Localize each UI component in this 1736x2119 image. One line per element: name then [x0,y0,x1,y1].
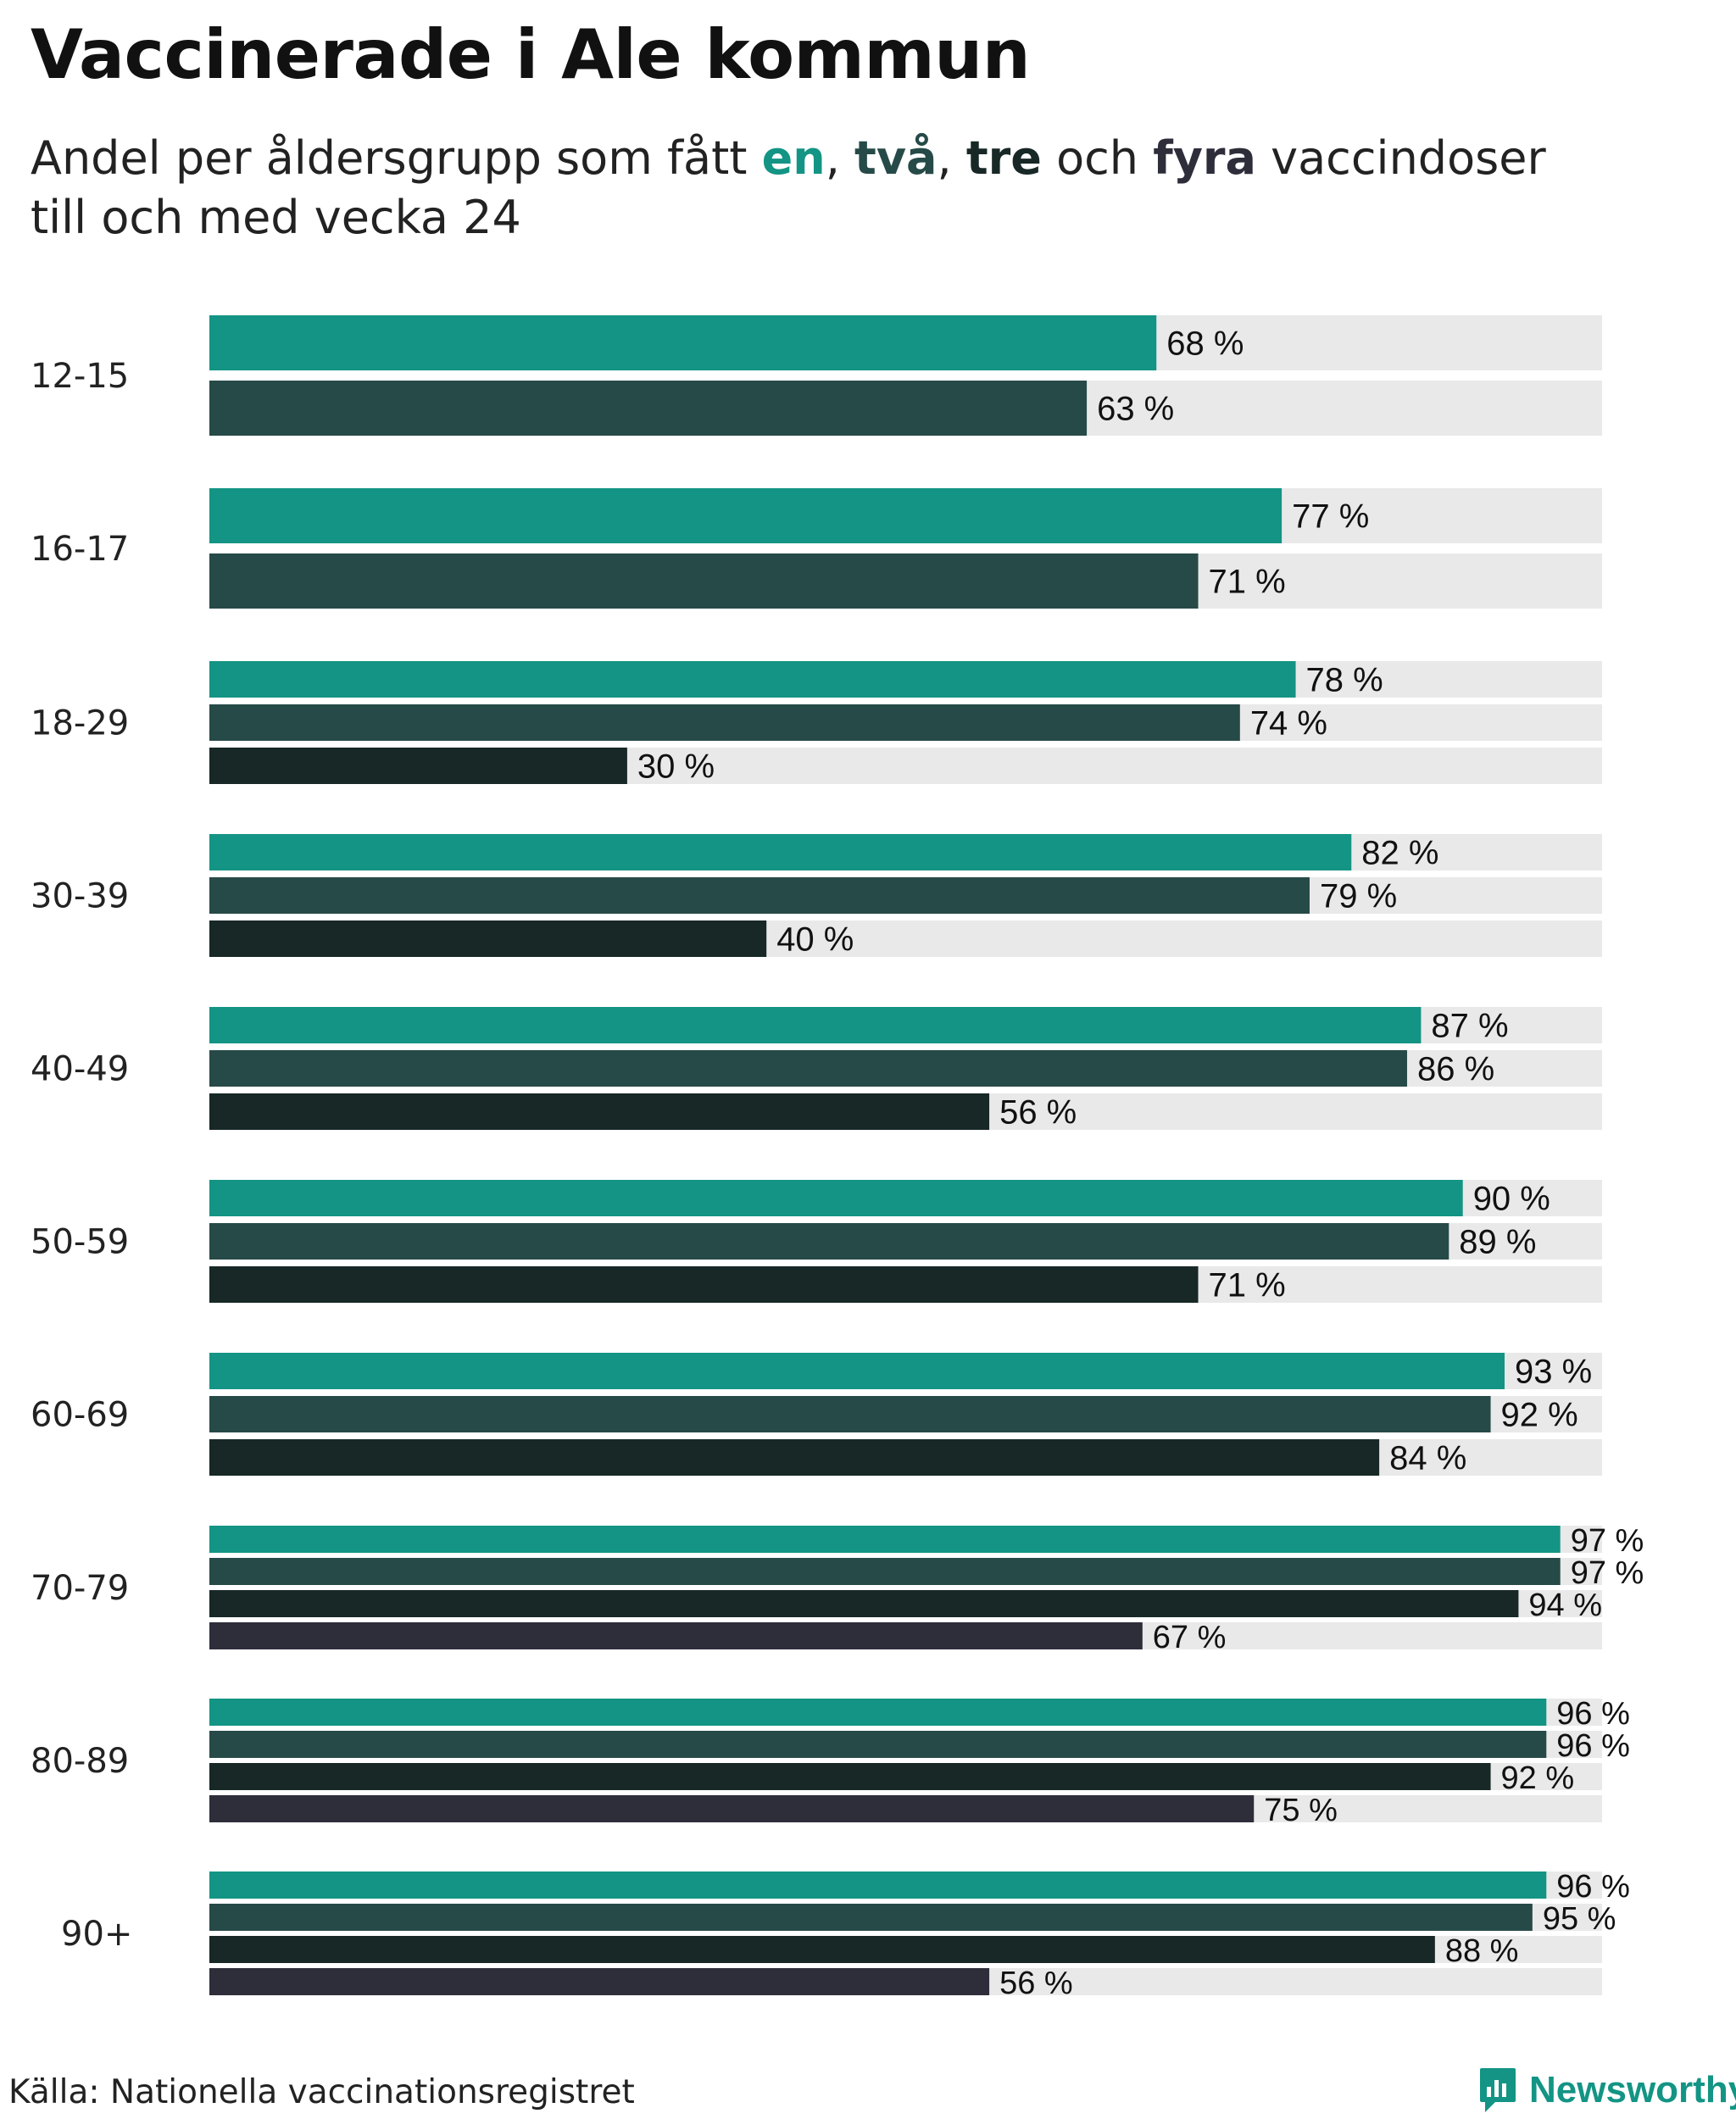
brand-logo: Newsworthy [1478,2066,1736,2114]
category-label: 12-15 [31,357,129,396]
bar-dose-två [209,704,1240,741]
category-label: 40-49 [31,1050,129,1089]
value-label: 95 % [1543,1901,1616,1937]
subtitle-dose-tre: tre [965,131,1042,185]
bar-dose-en [209,1699,1547,1726]
newsworthy-logo-icon [1480,2068,1516,2112]
category-label: 30-39 [31,877,129,916]
bar-dose-två [209,1396,1491,1432]
bar-dose-en [209,661,1296,698]
bar-dose-tre [209,1093,990,1130]
value-label: 90 % [1473,1181,1550,1218]
value-label: 88 % [1445,1933,1519,1969]
value-label: 87 % [1431,1008,1508,1045]
bar-dose-två [209,381,1088,436]
source-note: Källa: Nationella vaccinationsregistret [8,2073,635,2111]
subtitle-sep-1: , [825,131,855,185]
value-label: 74 % [1250,705,1327,742]
subtitle-dose-tva: två [854,131,938,185]
category-label: 80-89 [31,1742,129,1781]
value-label: 63 % [1097,391,1174,428]
bar-dose-en [209,488,1283,543]
bar-dose-en [209,1353,1505,1389]
value-label: 68 % [1166,325,1244,363]
value-label: 30 % [637,748,715,786]
value-label: 89 % [1459,1224,1536,1261]
bar-dose-tre [209,1936,1435,1963]
value-label: 67 % [1153,1620,1227,1655]
subtitle-prefix: Andel per åldersgrupp som fått [31,131,762,185]
bar-dose-en [209,1526,1561,1553]
bar-dose-två [209,1050,1407,1087]
category-label: 70-79 [31,1569,129,1608]
subtitle-line-2: till och med vecka 24 [31,191,521,244]
chart-title: Vaccinerade i Ale kommun [31,15,1031,94]
value-label: 56 % [999,1966,1073,2001]
subtitle-suffix: vaccindoser [1255,131,1546,185]
value-label: 84 % [1389,1440,1466,1477]
chart-subtitle: Andel per åldersgrupp som fått en, två, … [31,129,1641,247]
bar-dose-fyra [209,1795,1255,1822]
value-label: 93 % [1515,1354,1592,1391]
bar-dose-tre [209,1763,1491,1790]
value-label: 96 % [1556,1869,1630,1905]
subtitle-sep-2: , [937,131,966,185]
value-label: 71 % [1209,564,1286,601]
bar-dose-tre [209,920,767,957]
bar-dose-två [209,877,1310,914]
bar-dose-en [209,834,1352,870]
value-label: 77 % [1292,498,1369,536]
bar-dose-två [209,1731,1547,1758]
value-label: 86 % [1417,1051,1494,1088]
bar-dose-en [209,1007,1422,1043]
bar-dose-två [209,1558,1561,1585]
bar-dose-fyra [209,1968,990,1995]
value-label: 92 % [1501,1397,1578,1434]
value-label: 56 % [999,1094,1077,1132]
value-label: 92 % [1501,1760,1575,1796]
category-label: 18-29 [31,704,129,743]
bar-dose-tre [209,748,627,784]
category-label: 90+ [61,1915,132,1954]
category-label: 60-69 [31,1396,129,1435]
value-label: 79 % [1320,878,1397,915]
value-label: 96 % [1556,1728,1630,1764]
subtitle-dose-fyra: fyra [1153,131,1256,185]
bar-dose-en [209,315,1157,370]
category-label: 50-59 [31,1223,129,1262]
subtitle-dose-en: en [761,131,826,185]
value-label: 82 % [1361,835,1438,872]
value-label: 97 % [1571,1523,1644,1559]
bar-dose-tre [209,1590,1519,1617]
bar-dose-två [209,1223,1449,1260]
bar-dose-en [209,1872,1547,1899]
bar-dose-tre [209,1266,1199,1303]
bar-dose-en [209,1180,1463,1216]
value-label: 40 % [776,921,854,959]
subtitle-and: och [1041,131,1154,185]
value-label: 94 % [1528,1588,1602,1623]
category-label: 16-17 [31,530,129,569]
value-label: 96 % [1556,1696,1630,1732]
bar-dose-två [209,1904,1533,1931]
bar-dose-två [209,553,1199,609]
bar-dose-fyra [209,1622,1143,1649]
value-label: 71 % [1209,1267,1286,1304]
value-label: 75 % [1264,1793,1338,1828]
bar-dose-tre [209,1439,1380,1476]
value-label: 97 % [1571,1555,1644,1591]
brand-name: Newsworthy [1529,2069,1736,2111]
value-label: 78 % [1306,662,1383,699]
